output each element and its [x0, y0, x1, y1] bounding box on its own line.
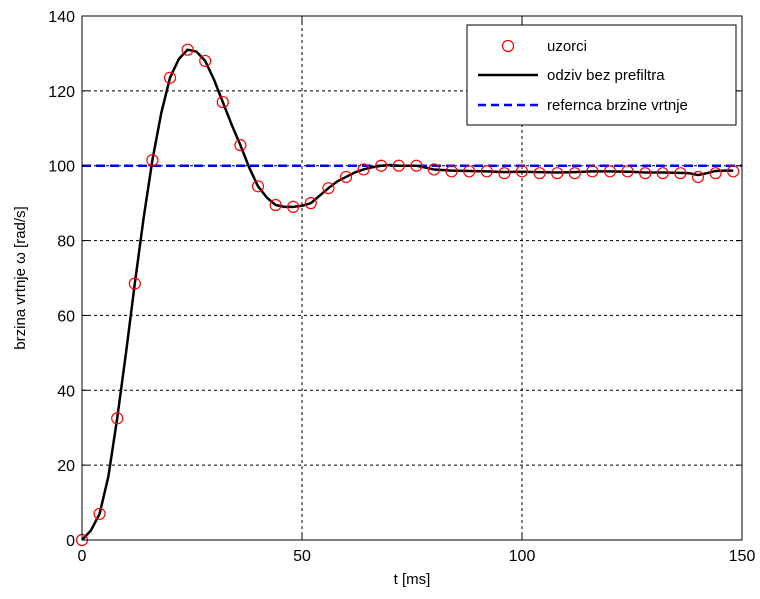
sample-point	[498, 167, 511, 180]
y-tick-label: 120	[48, 84, 75, 101]
sample-point	[251, 180, 265, 193]
y-axis-label: brzina vrtnje ω [rad/s]	[12, 206, 29, 349]
sample-point	[674, 167, 687, 180]
y-tick-label: 140	[48, 9, 75, 26]
sample-point	[410, 159, 423, 172]
sample-point	[656, 167, 669, 180]
sample-point	[163, 71, 177, 84]
sample-point	[234, 139, 247, 152]
x-axis-label: t [ms]	[394, 571, 431, 588]
sample-point	[691, 170, 705, 184]
sample-point	[339, 170, 353, 184]
y-tick-label: 20	[57, 458, 75, 475]
sample-point	[287, 200, 300, 213]
sample-point	[199, 54, 212, 68]
y-tick-label: 60	[57, 308, 75, 325]
sample-point	[586, 165, 599, 178]
sample-point	[357, 163, 370, 176]
sample-point	[603, 165, 617, 178]
sample-point	[568, 167, 581, 180]
sample-point	[709, 167, 722, 180]
sample-point	[639, 167, 652, 180]
response-line	[81, 48, 734, 541]
series-layer	[75, 43, 742, 547]
legend: uzorci odziv bez prefiltra refernca brzi…	[466, 24, 737, 126]
x-tick-labels: 0 50 100 150	[78, 548, 756, 565]
legend-label-referenca: refernca brzine vrtnje	[547, 97, 688, 114]
sample-point	[515, 165, 529, 178]
sample-point	[463, 165, 476, 178]
sample-point	[551, 167, 564, 180]
legend-marker-uzorci	[501, 39, 515, 53]
ticks	[81, 15, 743, 541]
sample-point	[533, 167, 546, 180]
sample-point	[322, 182, 335, 195]
sample-point	[621, 165, 634, 178]
y-tick-labels: 0 20 40 60 80 100 120 140	[48, 9, 75, 550]
sample-point	[427, 163, 441, 176]
x-tick-label: 100	[509, 548, 536, 565]
sample-point	[181, 43, 194, 56]
sample-point	[375, 159, 388, 172]
y-tick-label: 0	[66, 533, 75, 550]
sample-point	[727, 165, 740, 178]
sample-point	[216, 95, 229, 109]
y-tick-label: 80	[57, 234, 75, 251]
x-tick-label: 150	[729, 548, 756, 565]
y-tick-label: 40	[57, 383, 75, 400]
sample-point	[111, 412, 124, 425]
sample-point	[146, 154, 159, 167]
y-tick-label: 100	[48, 159, 75, 176]
sample-point	[128, 277, 141, 290]
x-tick-label: 50	[293, 548, 311, 565]
sample-point	[392, 159, 405, 172]
sample-point	[480, 165, 493, 178]
legend-label-uzorci: uzorci	[547, 38, 587, 55]
legend-label-odziv: odziv bez prefiltra	[547, 67, 665, 84]
sample-point	[445, 165, 458, 178]
plot-frame	[81, 15, 743, 541]
sample-point	[269, 198, 282, 212]
x-tick-label: 0	[78, 548, 87, 565]
sample-point	[93, 507, 106, 520]
sample-point	[304, 197, 317, 210]
